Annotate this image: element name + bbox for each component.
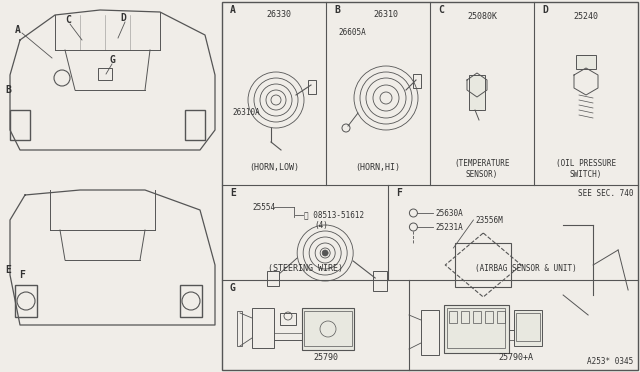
Text: SENSOR): SENSOR) — [466, 170, 498, 179]
Text: 23556M: 23556M — [476, 215, 503, 224]
Text: G: G — [230, 283, 236, 293]
Bar — [373, 271, 387, 291]
Text: A: A — [230, 5, 236, 15]
Text: B: B — [334, 5, 340, 15]
Bar — [267, 271, 279, 286]
Text: (OIL PRESSURE: (OIL PRESSURE — [556, 158, 616, 167]
Text: 26310A: 26310A — [232, 108, 260, 116]
Text: C: C — [438, 5, 444, 15]
Bar — [461, 311, 469, 323]
Bar — [10, 110, 30, 140]
Text: 25790+A: 25790+A — [498, 353, 533, 362]
Text: D: D — [120, 13, 126, 23]
Bar — [98, 68, 112, 80]
Text: 25240: 25240 — [573, 12, 598, 20]
Text: B: B — [5, 85, 11, 95]
Bar — [485, 311, 493, 323]
Text: 26310: 26310 — [374, 10, 399, 19]
Bar — [15, 285, 37, 317]
Bar — [455, 243, 511, 287]
Bar — [413, 74, 421, 88]
Bar — [444, 305, 509, 353]
Bar — [185, 110, 205, 140]
Bar — [576, 55, 596, 69]
Bar — [304, 311, 352, 346]
Text: D: D — [542, 5, 548, 15]
Bar — [180, 285, 202, 317]
Bar — [516, 313, 540, 341]
Text: (AIRBAG SENSOR & UNIT): (AIRBAG SENSOR & UNIT) — [475, 263, 577, 273]
Text: 25630A: 25630A — [435, 208, 463, 218]
Text: (HORN,HI): (HORN,HI) — [355, 163, 401, 171]
Text: (TEMPERATURE: (TEMPERATURE — [454, 158, 509, 167]
Text: (4): (4) — [314, 221, 328, 230]
Text: (HORN,LOW): (HORN,LOW) — [249, 163, 299, 171]
Text: A: A — [15, 25, 21, 35]
Text: F: F — [19, 270, 25, 280]
Text: 25080K: 25080K — [467, 12, 497, 20]
Bar — [449, 311, 457, 323]
Text: 26330: 26330 — [266, 10, 291, 19]
Text: E: E — [5, 265, 11, 275]
Bar — [302, 308, 354, 350]
Bar — [473, 311, 481, 323]
Bar — [237, 311, 242, 346]
Bar — [222, 2, 638, 370]
Bar — [252, 308, 274, 348]
Bar — [308, 80, 316, 94]
Text: (STEERING WIRE): (STEERING WIRE) — [268, 263, 342, 273]
Text: G: G — [109, 55, 115, 65]
Bar — [447, 308, 505, 348]
Text: F: F — [396, 188, 403, 198]
Text: Ⓞ 08513-51612: Ⓞ 08513-51612 — [304, 211, 364, 219]
Text: 25231A: 25231A — [435, 222, 463, 231]
Bar — [280, 313, 296, 325]
Text: E: E — [230, 188, 236, 198]
Text: SEE SEC. 740: SEE SEC. 740 — [577, 189, 633, 198]
Text: SWITCH): SWITCH) — [570, 170, 602, 179]
Bar — [497, 311, 505, 323]
Text: 26605A: 26605A — [338, 28, 365, 36]
Bar — [421, 310, 439, 355]
Text: 25554: 25554 — [252, 202, 275, 212]
Bar — [514, 310, 542, 346]
Text: C: C — [65, 15, 71, 25]
Circle shape — [322, 250, 328, 256]
Text: 25790: 25790 — [313, 353, 338, 362]
Bar — [469, 75, 485, 110]
Text: A253* 0345: A253* 0345 — [587, 357, 633, 366]
